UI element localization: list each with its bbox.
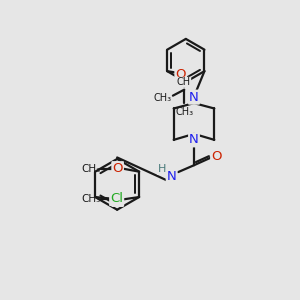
Text: O: O [211, 150, 222, 164]
Text: CH: CH [177, 77, 191, 87]
Text: CH₃: CH₃ [82, 194, 101, 204]
Text: Cl: Cl [110, 192, 123, 205]
Text: H: H [158, 164, 166, 174]
Text: CH₃: CH₃ [82, 164, 101, 174]
Text: N: N [189, 91, 199, 103]
Text: CH₃: CH₃ [175, 107, 193, 117]
Text: O: O [112, 193, 123, 206]
Text: O: O [112, 162, 123, 175]
Text: N: N [189, 133, 199, 146]
Text: N: N [167, 170, 176, 183]
Text: CH₃: CH₃ [154, 93, 172, 103]
Text: O: O [176, 68, 186, 81]
